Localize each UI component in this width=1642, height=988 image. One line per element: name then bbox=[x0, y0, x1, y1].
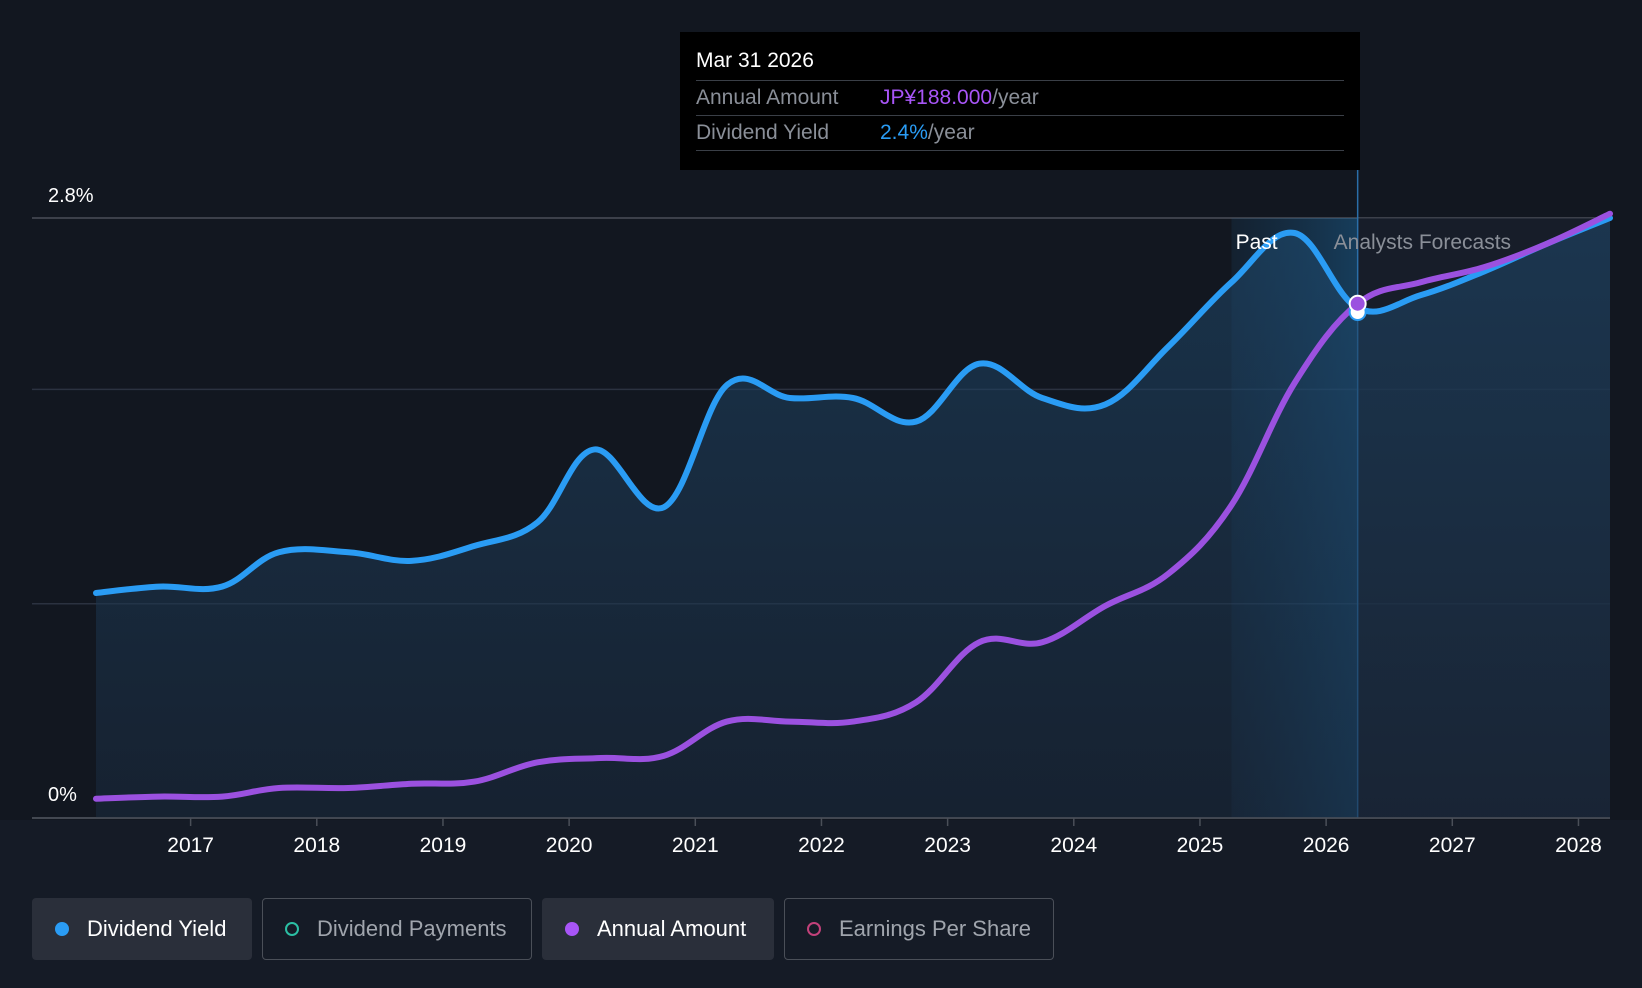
legend-label-dividend-payments: Dividend Payments bbox=[317, 916, 507, 941]
x-tick-label-4: 2021 bbox=[672, 834, 719, 857]
tooltip-annual-label: Annual Amount bbox=[696, 86, 839, 109]
tooltip-annual-unit: /year bbox=[992, 86, 1039, 109]
legend-dot-dividend-payments bbox=[285, 922, 299, 936]
tooltip-yield-row: Dividend Yield 2.4%/year bbox=[696, 116, 1344, 151]
tooltip-yield-unit: /year bbox=[927, 121, 975, 144]
x-tick-label-2: 2019 bbox=[420, 834, 467, 857]
x-tick-label-10: 2027 bbox=[1429, 834, 1476, 857]
x-tick-label-1: 2018 bbox=[293, 834, 340, 857]
legend-dividend-yield[interactable]: Dividend Yield bbox=[32, 898, 252, 960]
x-tick-label-8: 2025 bbox=[1177, 834, 1224, 857]
legend-annual-amount[interactable]: Annual Amount bbox=[542, 898, 774, 960]
past-label: Past bbox=[1236, 231, 1278, 254]
tooltip-yield-label: Dividend Yield bbox=[696, 121, 830, 144]
series-line-0 bbox=[93, 215, 1613, 596]
legend-earnings-per-share[interactable]: Earnings Per Share bbox=[784, 898, 1054, 960]
tooltip-date: Mar 31 2026 bbox=[696, 46, 1344, 81]
highlight-marker-1 bbox=[1348, 294, 1367, 313]
tooltip-annual-row: Annual Amount JP¥188.000/year bbox=[696, 81, 1344, 116]
x-tick-label-5: 2022 bbox=[798, 834, 845, 857]
legend-label-annual-amount: Annual Amount bbox=[597, 916, 747, 941]
legend-dot-earnings-per-share bbox=[807, 922, 821, 936]
x-tick-label-3: 2020 bbox=[546, 834, 593, 857]
area-0 bbox=[96, 218, 1610, 818]
tooltip-annual-value: JP¥188.000 bbox=[880, 86, 993, 109]
tooltip-yield-value: 2.4% bbox=[880, 121, 928, 144]
legend-dot-annual-amount bbox=[565, 922, 579, 936]
tooltip: Mar 31 2026 Annual Amount JP¥188.000/yea… bbox=[680, 32, 1360, 170]
x-tick-label-7: 2024 bbox=[1050, 834, 1097, 857]
y-label-top: 2.8% bbox=[48, 185, 94, 207]
legend-label-dividend-yield: Dividend Yield bbox=[87, 916, 227, 941]
legend-label-earnings-per-share: Earnings Per Share bbox=[839, 916, 1031, 941]
x-tick-label-11: 2028 bbox=[1555, 834, 1602, 857]
x-tick-label-9: 2026 bbox=[1303, 834, 1350, 857]
forecast-label: Analysts Forecasts bbox=[1334, 231, 1511, 254]
x-tick-label-0: 2017 bbox=[167, 834, 214, 857]
legend: Dividend Yield Dividend Payments Annual … bbox=[32, 898, 1054, 960]
legend-dot-dividend-yield bbox=[55, 922, 69, 936]
legend-dividend-payments[interactable]: Dividend Payments bbox=[262, 898, 532, 960]
y-label-bottom: 0% bbox=[48, 784, 77, 806]
x-tick-label-6: 2023 bbox=[924, 834, 971, 857]
